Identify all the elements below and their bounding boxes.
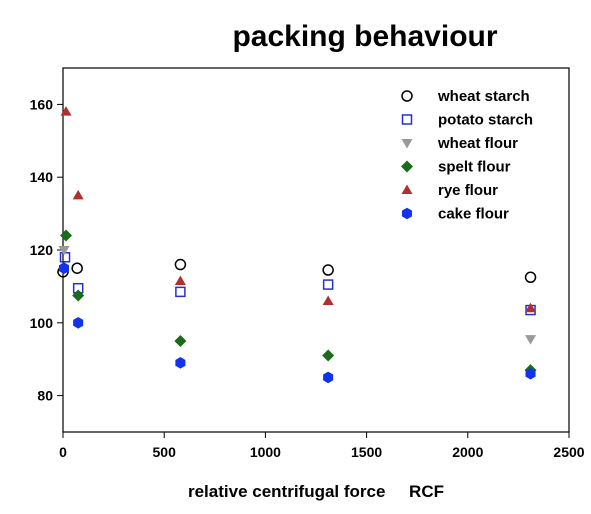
cake-flour-point bbox=[323, 371, 334, 384]
x-axis: 0 500 1000 1500 2000 2500 bbox=[59, 432, 585, 460]
chart-title: packing behaviour bbox=[232, 20, 497, 53]
legend-marker-wheat-starch bbox=[401, 90, 413, 102]
wheat-flour-point bbox=[525, 335, 537, 345]
wheat-starch-point bbox=[524, 271, 537, 284]
spelt-flour-point bbox=[72, 289, 85, 302]
wheat-flour-point bbox=[58, 246, 70, 256]
cake-flour-point bbox=[175, 357, 186, 369]
legend-label-potato-starch: potato starch bbox=[438, 112, 533, 129]
spelt-flour-point bbox=[174, 335, 187, 347]
x-tick-label: 0 bbox=[59, 444, 67, 460]
legend-label-wheat-starch: wheat starch bbox=[437, 88, 530, 105]
spelt-flour-point bbox=[322, 349, 335, 362]
cake-flour-point bbox=[73, 317, 84, 329]
potato-starch-point bbox=[59, 252, 71, 263]
y-axis: 80 100 120 140 160 bbox=[30, 96, 63, 404]
legend-label-cake-flour: cake flour bbox=[438, 206, 509, 223]
legend-marker-potato-starch bbox=[401, 114, 413, 125]
spelt-flour-point bbox=[60, 229, 73, 242]
x-tick-label: 2000 bbox=[452, 444, 483, 460]
y-tick-label: 140 bbox=[30, 169, 54, 185]
cake-flour-point bbox=[58, 262, 70, 274]
legend-label-rye-flour: rye flour bbox=[438, 182, 498, 199]
x-axis-label: relative centrifugal force RCF bbox=[188, 482, 444, 501]
rye-flour-point bbox=[525, 302, 537, 313]
x-tick-label: 2500 bbox=[553, 444, 584, 460]
potato-starch-point bbox=[175, 286, 186, 298]
y-tick-label: 100 bbox=[30, 315, 54, 331]
legend-label-spelt-flour: spelt flour bbox=[438, 159, 511, 176]
wheat-starch-point bbox=[322, 264, 334, 276]
y-tick-label: 80 bbox=[37, 388, 53, 404]
x-tick-label: 1000 bbox=[250, 444, 281, 460]
rye-flour-point bbox=[72, 189, 84, 200]
y-tick-label: 160 bbox=[30, 96, 54, 112]
legend-marker-rye-flour bbox=[401, 184, 413, 194]
y-tick-label: 120 bbox=[30, 242, 54, 258]
wheat-starch-point bbox=[174, 258, 187, 271]
x-tick-label: 500 bbox=[153, 444, 177, 460]
legend-label-wheat-flour: wheat flour bbox=[437, 135, 518, 152]
potato-starch-point bbox=[322, 279, 334, 290]
rye-flour-point bbox=[60, 106, 72, 116]
wheat-starch-point bbox=[71, 262, 83, 274]
legend-marker-cake-flour bbox=[401, 207, 413, 220]
cake-flour-point bbox=[525, 367, 536, 380]
x-tick-label: 1500 bbox=[351, 444, 382, 460]
legend: wheat starch potato starch wheat flour spel… bbox=[401, 88, 533, 223]
legend-marker-spelt-flour bbox=[401, 160, 413, 173]
rye-flour-point bbox=[322, 295, 334, 305]
data-points bbox=[57, 106, 537, 384]
rye-flour-point bbox=[174, 275, 186, 285]
legend-marker-wheat-flour bbox=[401, 139, 413, 149]
